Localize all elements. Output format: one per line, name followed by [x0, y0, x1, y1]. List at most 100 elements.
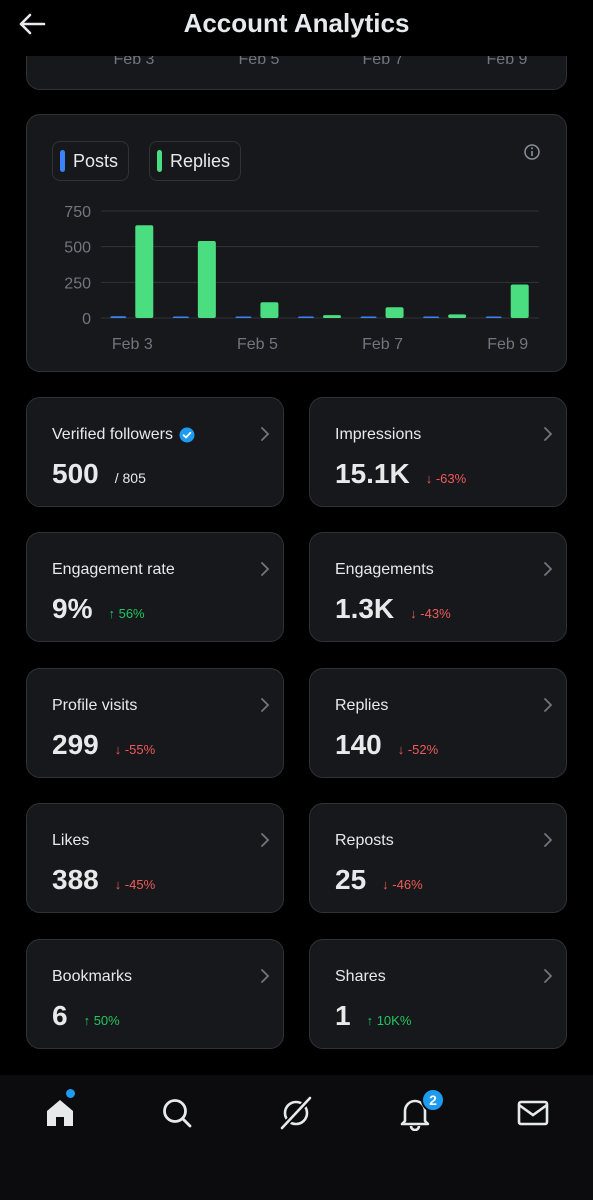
stat-change: ↑ 50%: [84, 1013, 120, 1028]
stat-card-reposts[interactable]: Reposts 25 ↓ -46%: [309, 803, 567, 913]
stat-label-text: Shares: [335, 968, 386, 985]
stat-value-row: 25 ↓ -46%: [335, 864, 423, 896]
stat-label: Verified followers: [52, 426, 195, 444]
arrow-down-icon: ↓: [114, 742, 122, 757]
y-tick-label: 500: [64, 240, 91, 257]
stat-card-bookmarks[interactable]: Bookmarks 6 ↑ 50%: [26, 939, 284, 1049]
stat-card-engagement-rate[interactable]: Engagement rate 9% ↑ 56%: [26, 532, 284, 642]
x-tick-label: Feb 9: [487, 336, 528, 353]
stat-value-row: 140 ↓ -52%: [335, 729, 438, 761]
stat-label-text: Impressions: [335, 426, 422, 443]
stat-change-value: 50%: [93, 1013, 120, 1028]
stat-card-shares[interactable]: Shares 1 ↑ 10K%: [309, 939, 567, 1049]
chevron-right-icon: [544, 562, 553, 576]
stat-total: / 805: [114, 470, 146, 486]
stat-label-text: Engagement rate: [52, 561, 175, 578]
y-tick-label: 0: [82, 311, 91, 328]
legend-replies-label: Replies: [170, 150, 231, 171]
stat-value: 25: [335, 864, 367, 895]
arrow-down-icon: ↓: [397, 742, 405, 757]
stat-change-value: -55%: [124, 742, 156, 757]
posts-bar: [423, 316, 440, 318]
chevron-right-icon: [261, 698, 270, 712]
stat-card-likes[interactable]: Likes 388 ↓ -45%: [26, 803, 284, 913]
stat-change-value: -45%: [124, 877, 156, 892]
posts-bar: [360, 316, 377, 318]
nav-notifications-button[interactable]: [395, 1093, 435, 1133]
stat-card-impressions[interactable]: Impressions 15.1K ↓ -63%: [309, 397, 567, 507]
stat-change-value: 10K%: [376, 1013, 412, 1028]
stat-label: Engagements: [335, 561, 434, 579]
arrow-left-icon: [19, 13, 46, 35]
stat-label-text: Reposts: [335, 832, 394, 849]
arrow-down-icon: ↓: [425, 471, 433, 486]
stat-change-value: -46%: [392, 877, 423, 892]
arrow-up-icon: ↑: [83, 1013, 91, 1028]
legend-posts-label: Posts: [73, 150, 119, 171]
nav-messages-button[interactable]: [513, 1093, 553, 1133]
chevron-right-icon: [544, 969, 553, 983]
arrow-down-icon: ↓: [114, 877, 122, 892]
bottom-nav: 2: [0, 1075, 593, 1200]
chevron-right-icon: [544, 427, 553, 441]
stat-label-text: Engagements: [335, 561, 434, 578]
legend-replies-toggle[interactable]: Replies: [149, 141, 242, 181]
x-tick-label: Feb 5: [237, 336, 278, 353]
stat-value: 15.1K: [335, 458, 410, 489]
stat-change: ↓ -46%: [382, 877, 422, 892]
stat-card-engagements[interactable]: Engagements 1.3K ↓ -43%: [309, 532, 567, 642]
stat-label: Reposts: [335, 832, 394, 850]
chevron-right-icon: [261, 969, 270, 983]
stat-value: 140: [335, 729, 382, 760]
x-tick-label: Feb 3: [112, 336, 153, 353]
info-icon[interactable]: [523, 143, 541, 161]
stat-label: Engagement rate: [52, 561, 175, 579]
stat-label-text: Bookmarks: [52, 968, 133, 985]
stat-change: ↓ -55%: [115, 742, 155, 757]
stat-value-row: 388 ↓ -45%: [52, 864, 155, 896]
posts-bar: [485, 316, 502, 318]
stat-value-row: 299 ↓ -55%: [52, 729, 155, 761]
stat-label-text: Verified followers: [52, 426, 173, 443]
back-button[interactable]: [16, 10, 48, 38]
verified-badge-icon: [179, 427, 195, 443]
activity-chart: 750 500 250 0 Feb 3 Feb 5 Feb 7 Feb 9: [64, 204, 539, 353]
stat-label: Profile visits: [52, 697, 137, 715]
nav-home-button[interactable]: [40, 1093, 80, 1133]
replies-bar: [323, 315, 341, 318]
chevron-right-icon: [261, 427, 270, 441]
stat-card-replies[interactable]: Replies 140 ↓ -52%: [309, 668, 567, 778]
replies-swatch: [157, 150, 162, 172]
stat-label: Likes: [52, 832, 89, 850]
stat-value-row: 9% ↑ 56%: [52, 593, 145, 625]
posts-bar: [110, 316, 127, 318]
nav-search-button[interactable]: [157, 1093, 197, 1133]
replies-bar: [135, 225, 154, 318]
nav-grok-button[interactable]: [276, 1093, 316, 1133]
stat-label: Bookmarks: [52, 968, 132, 986]
stat-value-row: 15.1K ↓ -63%: [335, 458, 466, 490]
home-notification-dot: [66, 1089, 75, 1098]
stat-change-value: -43%: [420, 606, 451, 621]
stat-card-verified-followers[interactable]: Verified followers 500 / 805: [26, 397, 284, 507]
bell-icon: [400, 1099, 430, 1131]
stat-label: Shares: [335, 968, 386, 986]
stat-change: ↓ -52%: [398, 742, 438, 757]
x-tick-label: Feb 7: [362, 336, 403, 353]
arrow-up-icon: ↑: [108, 606, 115, 621]
activity-chart-card: 750 500 250 0 Feb 3 Feb 5 Feb 7 Feb 9 Posts Rep…: [26, 114, 567, 372]
arrow-down-icon: ↓: [410, 606, 417, 621]
chevron-right-icon: [544, 833, 553, 847]
header: Account Analytics: [0, 0, 593, 56]
arrow-up-icon: ↑: [366, 1013, 374, 1028]
stat-label-text: Replies: [335, 697, 389, 714]
stat-card-profile-visits[interactable]: Profile visits 299 ↓ -55%: [26, 668, 284, 778]
chevron-right-icon: [261, 562, 270, 576]
stat-value: 299: [52, 729, 99, 760]
legend-posts-toggle[interactable]: Posts: [52, 141, 130, 181]
stat-change: ↑ 10K%: [367, 1013, 412, 1028]
chevron-right-icon: [261, 833, 270, 847]
stat-value: 1.3K: [335, 593, 395, 624]
stat-label: Replies: [335, 697, 388, 715]
grok-icon: [279, 1095, 313, 1131]
